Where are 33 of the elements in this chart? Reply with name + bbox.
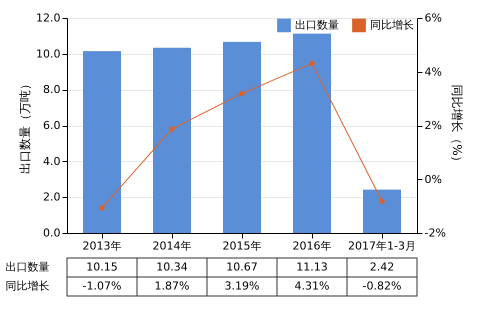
data-label: 1.87% <box>154 280 190 292</box>
data-label: -1.07% <box>82 280 122 292</box>
text: 同比增长 <box>6 280 50 292</box>
x-tick-label: 2014年 <box>152 240 192 252</box>
data-label: 3.19% <box>224 280 260 292</box>
y-tick-label: 8.0 <box>43 83 60 96</box>
x-tick-label: 2013年 <box>82 240 122 252</box>
data-label: 10.67 <box>226 260 258 274</box>
y2-tick-label: 4% <box>424 65 442 78</box>
y2-tick-label: 2% <box>424 119 442 132</box>
legend-label: 出口数量 <box>295 18 339 32</box>
legend-label: 同比增长 <box>370 18 414 32</box>
y-tick-label: 10.0 <box>36 47 60 60</box>
y2-tick-label: -2% <box>424 226 446 240</box>
data-label: -0.82% <box>362 280 402 292</box>
y-tick-label: 2.0 <box>43 190 60 204</box>
data-label: 2.42 <box>370 260 394 274</box>
data-label: 10.15 <box>86 260 118 274</box>
data-label: 10.34 <box>156 260 188 274</box>
x-tick-label: 2016年 <box>292 240 332 252</box>
y-axis-title: 出口数量（万吨） <box>18 78 32 174</box>
x-tick-label: 2015年 <box>222 240 262 252</box>
data-label: 4.31% <box>294 280 330 292</box>
data-label: 11.13 <box>296 260 328 274</box>
x-tick-label: 2017年1-3月 <box>348 240 416 252</box>
text: 出口数量 <box>6 260 50 274</box>
y2-tick-label: 6% <box>424 12 442 24</box>
y-tick-label: 0.0 <box>43 226 60 240</box>
y-tick-label: 4.0 <box>43 154 60 168</box>
y-tick-label: 6.0 <box>43 119 60 132</box>
y-tick-label: 12.0 <box>36 12 60 24</box>
y2-axis-title: 同比增长（%） <box>450 84 464 168</box>
y2-tick-label: 0% <box>424 172 442 186</box>
